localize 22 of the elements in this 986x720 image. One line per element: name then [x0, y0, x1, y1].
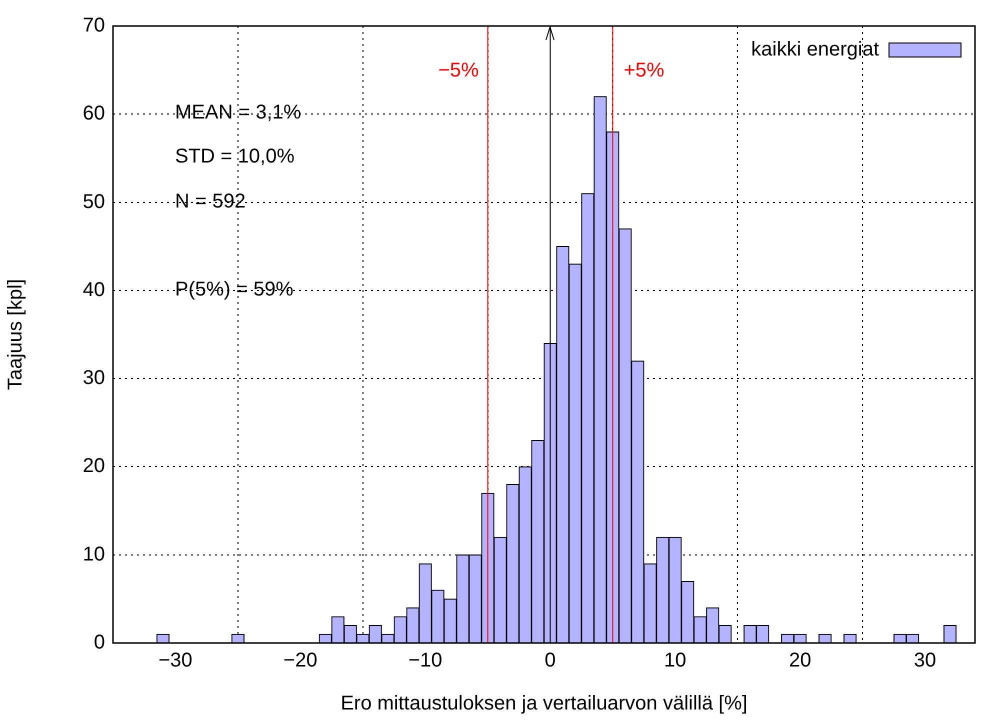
y-tick-label: 20	[82, 455, 105, 478]
legend-label: kaikki energiat	[751, 38, 880, 61]
y-tick-label: 50	[82, 190, 105, 213]
y-axis-title: Taajuus [kpl]	[4, 278, 27, 390]
y-tick-label: 30	[82, 367, 105, 390]
y-tick-label: 10	[82, 543, 105, 566]
y-tick-label: 60	[82, 102, 105, 125]
x-axis-title: Ero mittaustuloksen ja vertailuarvon välillä [%]	[340, 692, 748, 715]
x-tick-label: −20	[283, 650, 318, 672]
annotation: P(5%) = 59%	[175, 278, 294, 301]
x-tick-label: 20	[788, 650, 812, 672]
x-tick-label: 0	[544, 650, 556, 672]
x-tick-label: 30	[914, 650, 936, 672]
annotation: STD = 10,0%	[175, 146, 295, 168]
x-tick-label: −30	[158, 650, 192, 672]
ref-line-label: −5%	[438, 60, 479, 82]
y-tick-label: 40	[82, 278, 105, 301]
ref-line-label: +5%	[624, 60, 665, 82]
x-tick-label: −10	[408, 650, 442, 672]
y-tick-label: 0	[94, 632, 105, 654]
x-tick-label: 10	[664, 650, 686, 672]
y-tick-label: 70	[82, 14, 105, 37]
